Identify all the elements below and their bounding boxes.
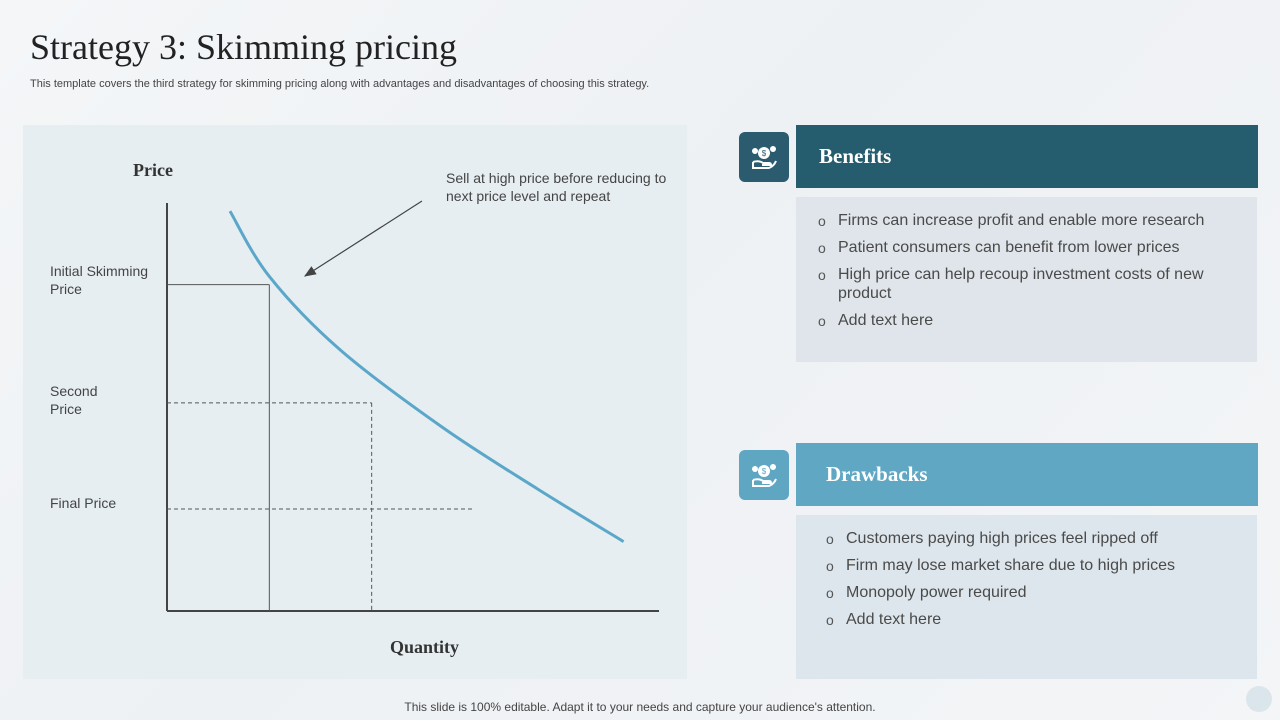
drawbacks-list-panel: Customers paying high prices feel ripped… [796,515,1257,679]
page-title: Strategy 3: Skimming pricing [30,27,457,67]
money-hand-icon: $ [752,464,777,487]
money-hand-icon: $ [752,146,777,169]
drawback-item: Add text here [826,610,1217,630]
benefit-item: Add text here [818,311,1217,331]
drawbacks-icon-box: $ [739,450,789,500]
y-axis-title: Price [133,160,173,180]
annotation-arrow [303,200,423,277]
decorative-circle [1246,686,1272,712]
footer-note: This slide is 100% editable. Adapt it to… [404,700,876,714]
benefit-item: High price can help recoup investment co… [818,265,1217,303]
chart-annotation: Sell at high price before reducing to ne… [446,170,667,204]
benefits-header: Benefits [796,125,1258,188]
second-price-label: Second Price [50,383,98,417]
benefits-list: Firms can increase profit and enable mor… [818,211,1217,331]
drawback-item: Firm may lose market share due to high p… [826,556,1217,576]
x-axis-title: Quantity [390,637,460,657]
benefit-item: Patient consumers can benefit from lower… [818,238,1217,258]
demand-curve [228,210,625,543]
svg-text:$: $ [762,149,767,158]
benefits-title: Benefits [819,144,892,168]
benefits-list-panel: Firms can increase profit and enable mor… [796,197,1257,362]
final-price-label: Final Price [50,495,117,511]
initial-price-label: Initial Skimming Price [50,263,149,297]
page-subtitle: This template covers the third strategy … [30,78,650,90]
drawbacks-header: Drawbacks [796,443,1258,506]
drawback-item: Monopoly power required [826,583,1217,603]
drawbacks-title: Drawbacks [826,462,928,486]
benefit-item: Firms can increase profit and enable mor… [818,211,1217,231]
skimming-chart: Price Quantity Initial Skimming Price Se… [23,125,687,679]
drawbacks-list: Customers paying high prices feel ripped… [826,529,1217,630]
svg-text:$: $ [762,467,767,476]
drawback-item: Customers paying high prices feel ripped… [826,529,1217,549]
chart-svg [166,200,659,612]
benefits-icon-box: $ [739,132,789,182]
